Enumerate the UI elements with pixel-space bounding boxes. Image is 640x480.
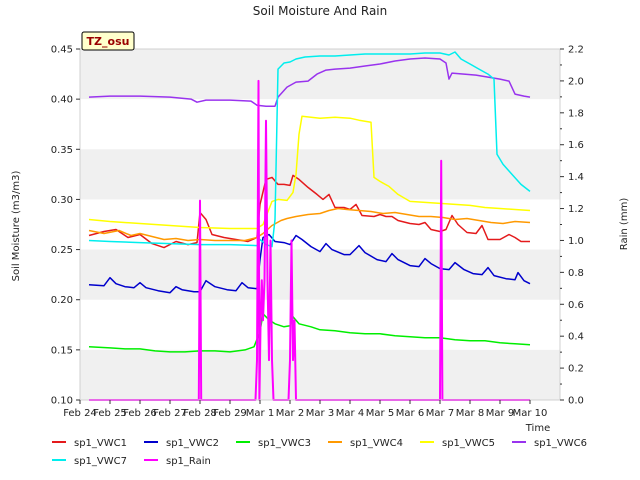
legend: sp1_VWC1 sp1_VWC2 sp1_VWC3 sp1_VWC4 sp1_VWC5… (52, 438, 587, 467)
y-tick-label: 0.30 (51, 195, 73, 206)
legend-item-sp1-vwc1: sp1_VWC1 (52, 438, 127, 449)
y2-tick-label: 0.4 (568, 332, 584, 343)
x-tick-label: Mar 7 (426, 408, 454, 419)
x-tick-label: Mar 2 (276, 408, 304, 419)
x-tick-label: Feb 29 (213, 408, 247, 419)
y-tick-label: 0.25 (51, 245, 73, 256)
y-tick-label: 0.35 (51, 145, 73, 156)
y-tick-label: 0.15 (51, 345, 73, 356)
grid-bands (80, 49, 560, 400)
legend-item-sp1-vwc7: sp1_VWC7 (52, 456, 127, 467)
y2-tick-label: 0.2 (568, 364, 584, 375)
x-tick-label: Mar 10 (513, 408, 548, 419)
badge-box (81, 31, 135, 51)
x-tick-label: Mar 1 (246, 408, 274, 419)
legend-item-sp1-vwc6: sp1_VWC6 (512, 438, 587, 449)
y2-tick-label: 0.6 (568, 300, 584, 311)
y2-tick-label: 2.2 (568, 45, 584, 56)
legend-label: sp1_VWC3 (258, 438, 311, 449)
y2-tick-label: 0.0 (568, 396, 584, 407)
x-tick-label: Feb 28 (183, 408, 217, 419)
y2-tick-label: 0.8 (568, 268, 584, 279)
y-axis-title: Soil Moisture (m3/m3) (11, 171, 22, 282)
legend-label: sp1_VWC4 (350, 438, 403, 449)
y2-tick-label: 1.8 (568, 108, 584, 119)
series-line-sp1-vwc2 (88, 233, 531, 294)
y2-tick-label: 1.6 (568, 140, 584, 151)
y-tick-label: 0.45 (51, 45, 73, 56)
y2-tick-label: 1.4 (568, 172, 584, 183)
legend-item-sp1-vwc2: sp1_VWC2 (144, 438, 219, 449)
legend-item-sp1-rain: sp1_Rain (144, 456, 211, 467)
x-tick-label: Mar 5 (366, 408, 394, 419)
badge-label: TZ_osu (87, 35, 130, 48)
series-line-sp1-vwc1 (88, 174, 530, 249)
grid-band (80, 249, 560, 300)
x-tick-label: Feb 24 (63, 408, 97, 419)
x-tick-label: Mar 3 (306, 408, 334, 419)
legend-label: sp1_VWC2 (166, 438, 219, 449)
legend-label: sp1_VWC5 (442, 438, 495, 449)
legend-label: sp1_VWC6 (534, 438, 587, 449)
y2-axis-title: Rain (mm) (619, 198, 630, 251)
x-tick-label: Feb 27 (153, 408, 187, 419)
grid-band (80, 349, 560, 400)
grid-band (80, 49, 560, 100)
x-tick-label: Mar 8 (456, 408, 484, 419)
legend-item-sp1-vwc5: sp1_VWC5 (420, 438, 495, 449)
series-line-sp1-vwc6 (88, 57, 531, 107)
x-tick-label: Mar 6 (396, 408, 424, 419)
x-tick-label: Feb 26 (123, 408, 157, 419)
legend-item-sp1-vwc4: sp1_VWC4 (328, 438, 403, 449)
y2-tick-label: 1.2 (568, 204, 584, 215)
y2-tick-label: 2.0 (568, 76, 584, 87)
y-tick-label: 0.10 (51, 396, 73, 407)
x-tick-label: Mar 9 (486, 408, 514, 419)
legend-item-sp1-vwc3: sp1_VWC3 (236, 438, 311, 449)
axes-layer: 0.10 0.15 0.20 0.25 0.30 0.35 0.40 0.45 0.0 0.2 0.… (51, 45, 584, 420)
legend-label: sp1_VWC1 (74, 438, 127, 449)
series-line-sp1-vwc5 (88, 115, 531, 230)
y-tick-label: 0.40 (51, 95, 73, 106)
series-line-sp1-vwc4 (88, 207, 531, 242)
legend-label: sp1_Rain (166, 456, 211, 467)
x-tick-label: Feb 25 (93, 408, 127, 419)
grid-band (80, 149, 560, 200)
badge: TZ_osu (81, 31, 135, 51)
series-layer (88, 51, 531, 401)
x-tick-label: Mar 4 (336, 408, 364, 419)
series-line-sp1-rain (89, 79, 530, 401)
x-axis-title: Time (525, 423, 550, 434)
y2-tick-label: 1.0 (568, 236, 584, 247)
legend-label: sp1_VWC7 (74, 456, 127, 467)
chart-title: Soil Moisture And Rain (253, 4, 388, 18)
y-tick-label: 0.20 (51, 295, 73, 306)
